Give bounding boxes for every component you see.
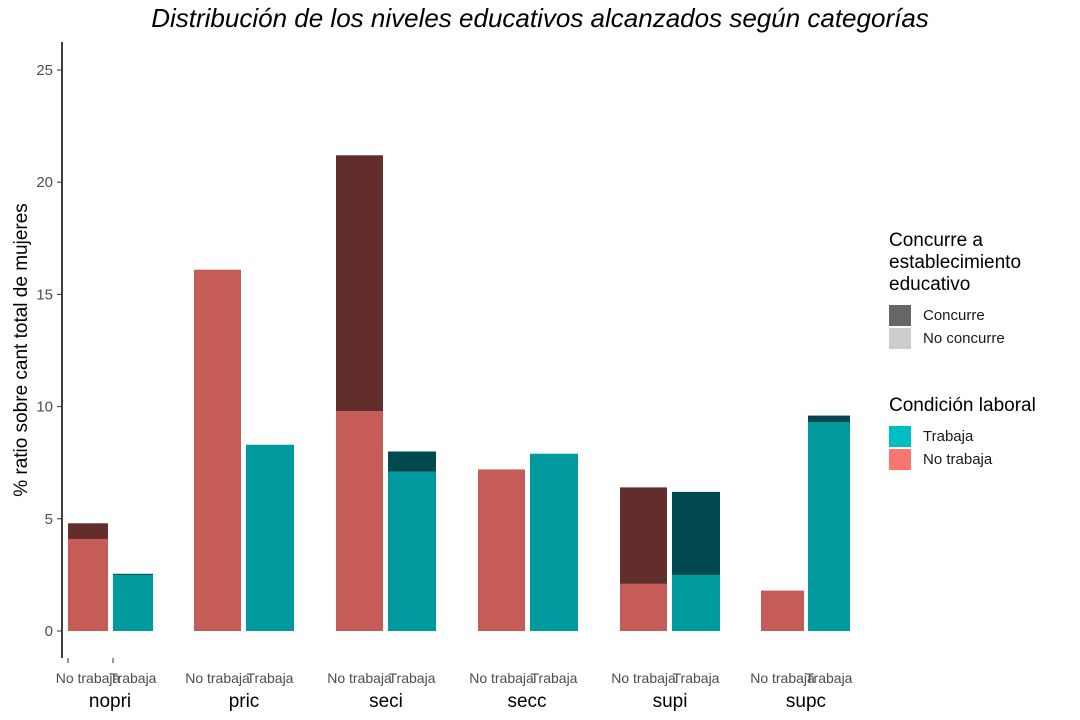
bar-seci-no-trabaja-no-concurre <box>336 411 383 631</box>
legend-item-no-concurre: No concurre <box>889 327 1021 350</box>
bar-secc-no-trabaja-no-concurre <box>478 469 525 631</box>
y-tick-label: 5 <box>45 511 53 528</box>
y-axis: 0 5 10 15 20 25 <box>36 42 63 658</box>
x-tick-label: Trabaja <box>110 670 157 686</box>
legend-concurre-title-line: educativo <box>889 274 971 295</box>
bar-pric-trabaja-no-concurre <box>246 444 294 631</box>
group-label-supc: supc <box>786 691 826 712</box>
bar-nopri-no-trabaja-no-concurre <box>68 538 108 631</box>
x-tick-label: Trabaja <box>389 670 436 686</box>
bar-supi-trabaja-concurre <box>672 491 720 575</box>
bar-secc-trabaja-no-concurre <box>530 453 578 631</box>
x-tick-label: No trabaja <box>56 670 121 686</box>
legend-label-trabaja: Trabaja <box>923 428 974 445</box>
legend-label-concurre: Concurre <box>923 307 985 324</box>
x-tick-label: Trabaja <box>247 670 294 686</box>
legend-label-no-trabaja: No trabaja <box>923 451 993 468</box>
x-tick-label: Trabaja <box>531 670 578 686</box>
bar-nopri-trabaja-concurre <box>113 573 153 575</box>
y-tick-label: 25 <box>36 62 53 79</box>
y-tick-label: 10 <box>36 399 53 416</box>
legend-laboral-title: Condición laboral <box>889 395 1036 416</box>
group-label-nopri: nopri <box>89 691 131 712</box>
bars <box>68 155 850 631</box>
legend-key-concurre <box>889 305 911 326</box>
bar-supc-trabaja-no-concurre <box>808 422 850 631</box>
legend-key-trabaja <box>889 426 911 447</box>
x-tick-label: No trabaja <box>611 670 676 686</box>
group-label-secc: secc <box>507 691 546 712</box>
bar-seci-no-trabaja-concurre <box>336 155 383 412</box>
legend-concurre-title-line: establecimiento <box>889 252 1022 273</box>
legend-concurre-title-line: Concurre a <box>889 230 983 251</box>
y-tick-label: 15 <box>36 286 53 303</box>
x-tick-label: No trabaja <box>469 670 534 686</box>
bar-nopri-no-trabaja-concurre <box>68 523 108 539</box>
group-label-supi: supi <box>653 691 688 712</box>
bar-seci-trabaja-no-concurre <box>388 471 436 631</box>
legend-item-no-trabaja: No trabaja <box>889 448 1036 471</box>
bar-supi-no-trabaja-no-concurre <box>620 583 667 631</box>
bar-supc-trabaja-concurre <box>808 415 850 423</box>
y-tick-label: 20 <box>36 174 53 191</box>
bar-seci-trabaja-concurre <box>388 451 436 472</box>
legend-label-no-concurre: No concurre <box>923 330 1005 347</box>
legend-item-trabaja: Trabaja <box>889 425 1036 448</box>
legend-key-no-concurre <box>889 328 911 349</box>
x-tick-label: Trabaja <box>673 670 720 686</box>
bar-nopri-trabaja-no-concurre <box>113 574 153 631</box>
legend-laboral: Condición laboral Trabaja No trabaja <box>889 395 1036 471</box>
y-axis-label: % ratio sobre cant total de mujeres <box>11 203 32 497</box>
x-tick-label: Trabaja <box>806 670 853 686</box>
x-tick-label: No trabaja <box>327 670 392 686</box>
legend-concurre-title: Concurre a establecimiento educativo <box>889 230 1021 296</box>
bar-supi-trabaja-no-concurre <box>672 574 720 631</box>
x-tick-label: No trabaja <box>750 670 815 686</box>
legend-concurre: Concurre a establecimiento educativo Con… <box>889 230 1021 350</box>
bar-supi-no-trabaja-concurre <box>620 487 667 584</box>
group-label-seci: seci <box>369 691 403 712</box>
bar-pric-no-trabaja-no-concurre <box>194 269 241 631</box>
x-tick-label: No trabaja <box>185 670 250 686</box>
y-tick-label: 0 <box>45 623 53 640</box>
legend-key-no-trabaja <box>889 449 911 470</box>
legend-item-concurre: Concurre <box>889 304 1021 327</box>
chart-title: Distribución de los niveles educativos a… <box>151 3 929 33</box>
group-label-pric: pric <box>229 691 260 712</box>
bar-supc-no-trabaja-no-concurre <box>761 590 804 631</box>
